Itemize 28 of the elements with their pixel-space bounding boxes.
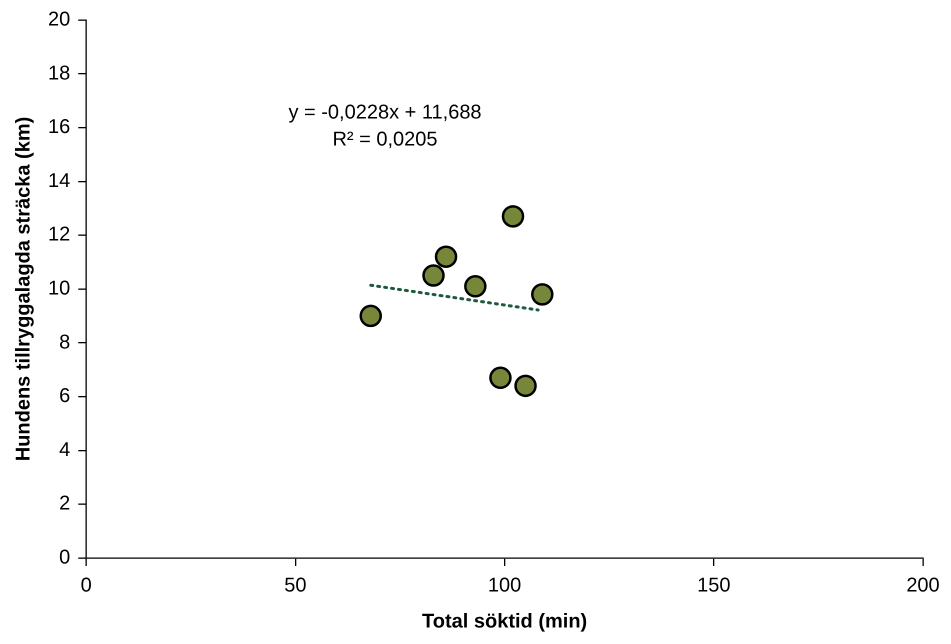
y-tick-label: 4 [59, 438, 70, 461]
x-axis-title: Total söktid (min) [422, 610, 588, 633]
y-tick-label: 8 [59, 331, 70, 354]
y-tick-label: 2 [59, 492, 70, 515]
y-tick-label: 10 [48, 278, 70, 300]
annotation: y = -0,0228x + 11,688 [288, 102, 482, 124]
y-tick-label: 20 [48, 8, 70, 31]
point [514, 374, 537, 398]
y-tick-label: 12 [48, 224, 70, 246]
point [502, 205, 524, 228]
point [531, 283, 554, 306]
y-axis-title: Hundens tillryggalagda sträcka (km) [12, 116, 35, 462]
x-tick-label: 50 [284, 574, 307, 597]
x-tick-label: 200 [906, 574, 940, 597]
x-tick-label: 100 [488, 574, 522, 597]
y-tick-label: 18 [48, 62, 70, 84]
y-tick-label: 16 [48, 116, 70, 138]
y-tick-label: 0 [59, 546, 70, 569]
x-tick-label: 150 [697, 574, 730, 597]
point [489, 366, 512, 390]
point [434, 245, 458, 268]
point [464, 275, 487, 298]
point [422, 264, 445, 287]
point [359, 304, 382, 328]
x-tick-label: 0 [80, 574, 92, 597]
annotation: R² = 0,0205 [332, 128, 438, 151]
y-tick-label: 6 [59, 385, 70, 408]
y-tick-label: 14 [48, 170, 70, 192]
